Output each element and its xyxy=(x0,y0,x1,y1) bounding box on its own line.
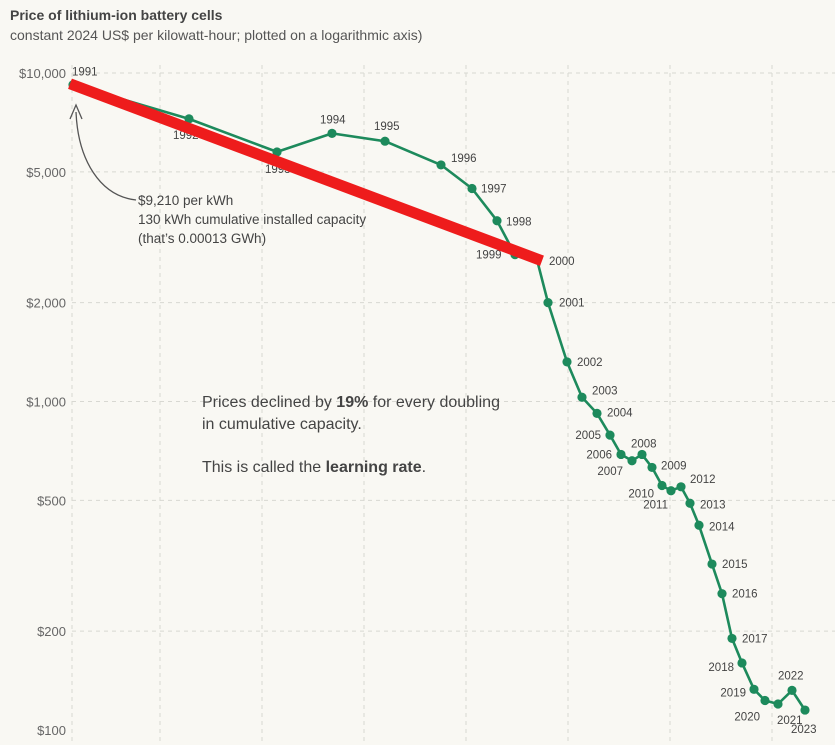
year-label-2002: 2002 xyxy=(577,357,603,369)
data-point-2006 xyxy=(616,449,626,460)
data-point-1994 xyxy=(327,128,337,138)
data-point-2017 xyxy=(727,633,737,644)
year-label-2008: 2008 xyxy=(631,438,657,450)
year-label-2015: 2015 xyxy=(722,559,748,571)
y-tick-label: $10,000 xyxy=(19,66,66,81)
year-label-1999: 1999 xyxy=(476,250,502,262)
year-label-2005: 2005 xyxy=(575,430,601,442)
year-label-1998: 1998 xyxy=(506,217,532,229)
data-point-2023 xyxy=(800,705,810,715)
y-tick-label: $5,000 xyxy=(26,165,66,180)
year-label-2018: 2018 xyxy=(708,662,734,674)
chart-title: Price of lithium-ion battery cells xyxy=(10,7,223,23)
year-label-2014: 2014 xyxy=(709,521,735,533)
year-label-2009: 2009 xyxy=(661,460,687,472)
year-label-2022: 2022 xyxy=(778,670,804,682)
data-point-2016 xyxy=(717,589,727,599)
data-point-2009 xyxy=(647,462,657,473)
y-tick-label: $100 xyxy=(37,723,66,738)
year-label-1995: 1995 xyxy=(374,121,400,133)
y-tick-label: $500 xyxy=(37,493,66,508)
year-label-2007: 2007 xyxy=(597,466,623,478)
year-label-2000: 2000 xyxy=(549,256,575,268)
data-point-2018 xyxy=(737,658,747,668)
y-tick-label: $200 xyxy=(37,624,66,639)
note-line-2: 130 kWh cumulative installed capacity xyxy=(138,212,366,227)
data-point-2005 xyxy=(605,430,615,440)
data-point-2010 xyxy=(657,480,667,491)
annotation-line-1: Prices declined by 19% for every doublin… xyxy=(202,394,500,411)
data-point-2008 xyxy=(637,449,647,460)
data-point-2011 xyxy=(666,486,676,496)
year-label-2004: 2004 xyxy=(607,407,633,419)
data-point-1995 xyxy=(380,136,390,146)
data-point-1997 xyxy=(467,183,477,194)
year-label-2023: 2023 xyxy=(791,724,817,736)
year-label-2006: 2006 xyxy=(586,449,612,461)
note-line-1: $9,210 per kWh xyxy=(138,193,233,208)
data-point-2021 xyxy=(773,699,783,709)
data-point-2020 xyxy=(760,695,770,706)
data-point-2013 xyxy=(685,498,695,508)
year-label-1994: 1994 xyxy=(320,114,346,126)
learning-rate-highlight xyxy=(68,78,544,266)
y-tick-label: $2,000 xyxy=(26,296,66,311)
data-point-2007 xyxy=(627,456,637,466)
note-line-3: (that’s 0.00013 GWh) xyxy=(138,231,266,246)
note-arrowhead xyxy=(69,103,83,120)
y-tick-label: $1,000 xyxy=(26,395,66,410)
data-point-1993 xyxy=(272,147,282,157)
data-point-1998 xyxy=(492,216,502,226)
year-label-2021: 2021 xyxy=(777,715,803,727)
grid-lines xyxy=(71,65,835,745)
annotation-line-2: in cumulative capacity. xyxy=(202,416,362,433)
highlight-line xyxy=(68,78,544,266)
data-point-2022 xyxy=(787,685,797,695)
learning-rate-annotation: Prices declined by 19% for every doublin… xyxy=(202,394,500,476)
year-label-2003: 2003 xyxy=(592,385,618,397)
data-point-2019 xyxy=(749,684,759,694)
year-label-2013: 2013 xyxy=(700,499,726,511)
year-label-1991: 1991 xyxy=(72,67,98,79)
data-point-1996 xyxy=(436,160,446,170)
data-point-1992 xyxy=(184,114,194,124)
note-arrow xyxy=(75,111,137,201)
note-callout: $9,210 per kWh 130 kWh cumulative instal… xyxy=(69,103,366,246)
data-point-2015 xyxy=(707,559,717,569)
data-point-2002 xyxy=(562,357,572,367)
year-label-2012: 2012 xyxy=(690,474,716,486)
year-label-2017: 2017 xyxy=(742,633,768,645)
year-label-2010: 2010 xyxy=(628,488,654,500)
year-label-1997: 1997 xyxy=(481,184,507,196)
annotation-line-3: This is called the learning rate. xyxy=(202,459,426,476)
chart-subtitle: constant 2024 US$ per kilowatt-hour; plo… xyxy=(10,27,423,43)
year-label-2011: 2011 xyxy=(643,500,668,512)
data-point-2014 xyxy=(694,520,704,530)
year-label-2019: 2019 xyxy=(720,687,746,699)
year-label-1996: 1996 xyxy=(451,153,477,165)
year-label-2016: 2016 xyxy=(732,589,758,601)
y-axis: $10,000 $5,000 $2,000 $1,000 $500 $200 $100 xyxy=(19,66,66,738)
year-label-2001: 2001 xyxy=(559,298,585,310)
year-label-2020: 2020 xyxy=(734,711,760,723)
data-point-2001 xyxy=(543,298,553,308)
data-point-2012 xyxy=(676,482,686,492)
data-point-2003 xyxy=(577,392,587,402)
data-point-2004 xyxy=(592,408,602,418)
